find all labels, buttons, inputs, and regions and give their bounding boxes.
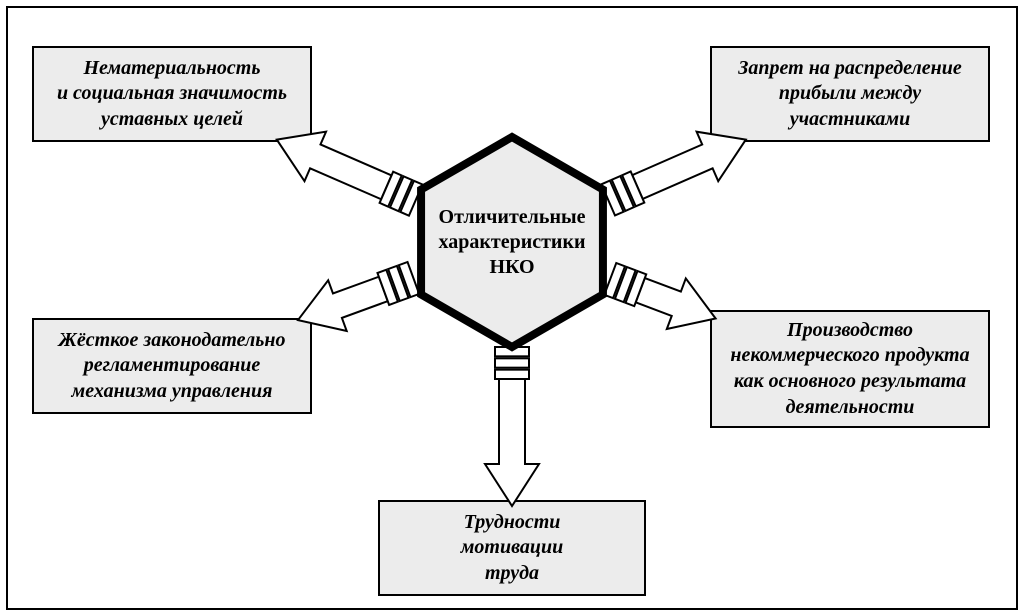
center-hexagon: Отличительные характеристики НКО xyxy=(399,129,625,355)
center-label: Отличительные характеристики НКО xyxy=(423,205,602,280)
